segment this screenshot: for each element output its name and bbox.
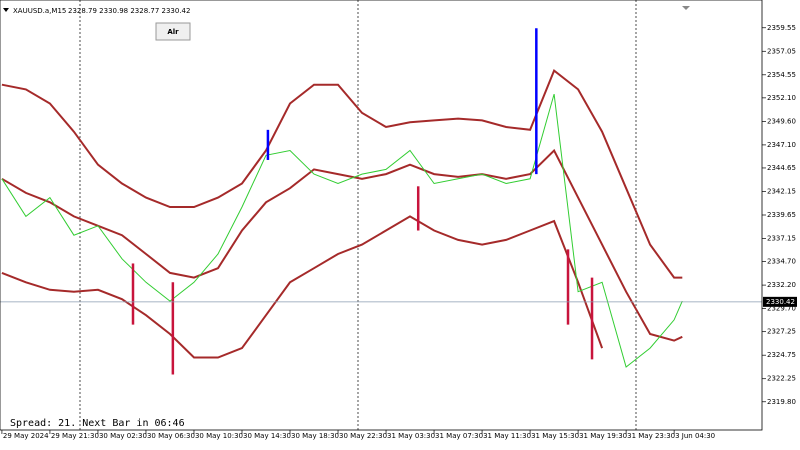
ohlc: 2328.79 2330.98 2328.77 2330.42 [68, 7, 190, 15]
symbol: XAUUSD.a,M15 [13, 7, 66, 15]
y-tick-label: 2329.70 [767, 305, 796, 313]
x-tick-label: 31 May 23:30 [627, 432, 675, 440]
y-tick-label: 2339.65 [767, 211, 796, 219]
x-tick-label: 29 May 21:30 [51, 432, 99, 440]
y-tick-label: 2359.55 [767, 24, 796, 32]
x-tick-label: 31 May 15:30 [531, 432, 579, 440]
x-tick-label: 31 May 11:30 [483, 432, 531, 440]
y-tick-label: 2344.65 [767, 164, 796, 172]
button[interactable] [155, 22, 191, 41]
y-tick-label: 2337.15 [767, 235, 796, 243]
x-tick-label: 31 May 19:30 [579, 432, 627, 440]
menu-arrow[interactable] [3, 8, 9, 12]
y-tick-label: 2332.20 [767, 281, 796, 289]
x-tick-label: 30 May 22:30 [339, 432, 387, 440]
last-price-box [763, 296, 797, 307]
x-tick-label: 29 May 2024 [3, 432, 49, 440]
x-tick-label: 30 May 18:30 [291, 432, 339, 440]
x-tick-label: 31 May 03:30 [387, 432, 435, 440]
x-tick-label: 30 May 02:30 [99, 432, 147, 440]
last-price-label: 2330.42 [766, 298, 795, 306]
y-tick-label: 2322.25 [767, 375, 796, 383]
series-line [1, 68, 683, 279]
series-line [1, 93, 683, 368]
x-tick-label: 30 May 06:30 [147, 432, 195, 440]
status-text: Spread: 21. Next Bar in 06:46 [10, 418, 185, 429]
plot-area [0, 28, 762, 397]
y-tick-label: 2349.60 [767, 117, 796, 125]
y-tick-label: 2327.25 [767, 328, 796, 336]
y-tick-label: 2347.10 [767, 141, 796, 149]
y-tick-label: 2319.80 [767, 398, 796, 406]
y-tick-label: 2324.75 [767, 351, 796, 359]
y-tick-label: 2352.10 [767, 94, 796, 102]
y-tick-label: 2334.70 [767, 258, 796, 266]
y-tick-label: 2357.05 [767, 47, 796, 55]
x-tick-label: 31 May 07:30 [435, 432, 483, 440]
button-label[interactable]: Alr [167, 28, 179, 36]
x-tick-label: 3 Jun 04:30 [675, 432, 715, 440]
y-tick-label: 2354.55 [767, 71, 796, 79]
x-tick-label: 30 May 10:30 [195, 432, 243, 440]
x-tick-label: 30 May 14:30 [243, 432, 291, 440]
y-tick-label: 2342.15 [767, 187, 796, 195]
scroll-arrow[interactable] [682, 6, 690, 10]
series-line [1, 148, 683, 342]
